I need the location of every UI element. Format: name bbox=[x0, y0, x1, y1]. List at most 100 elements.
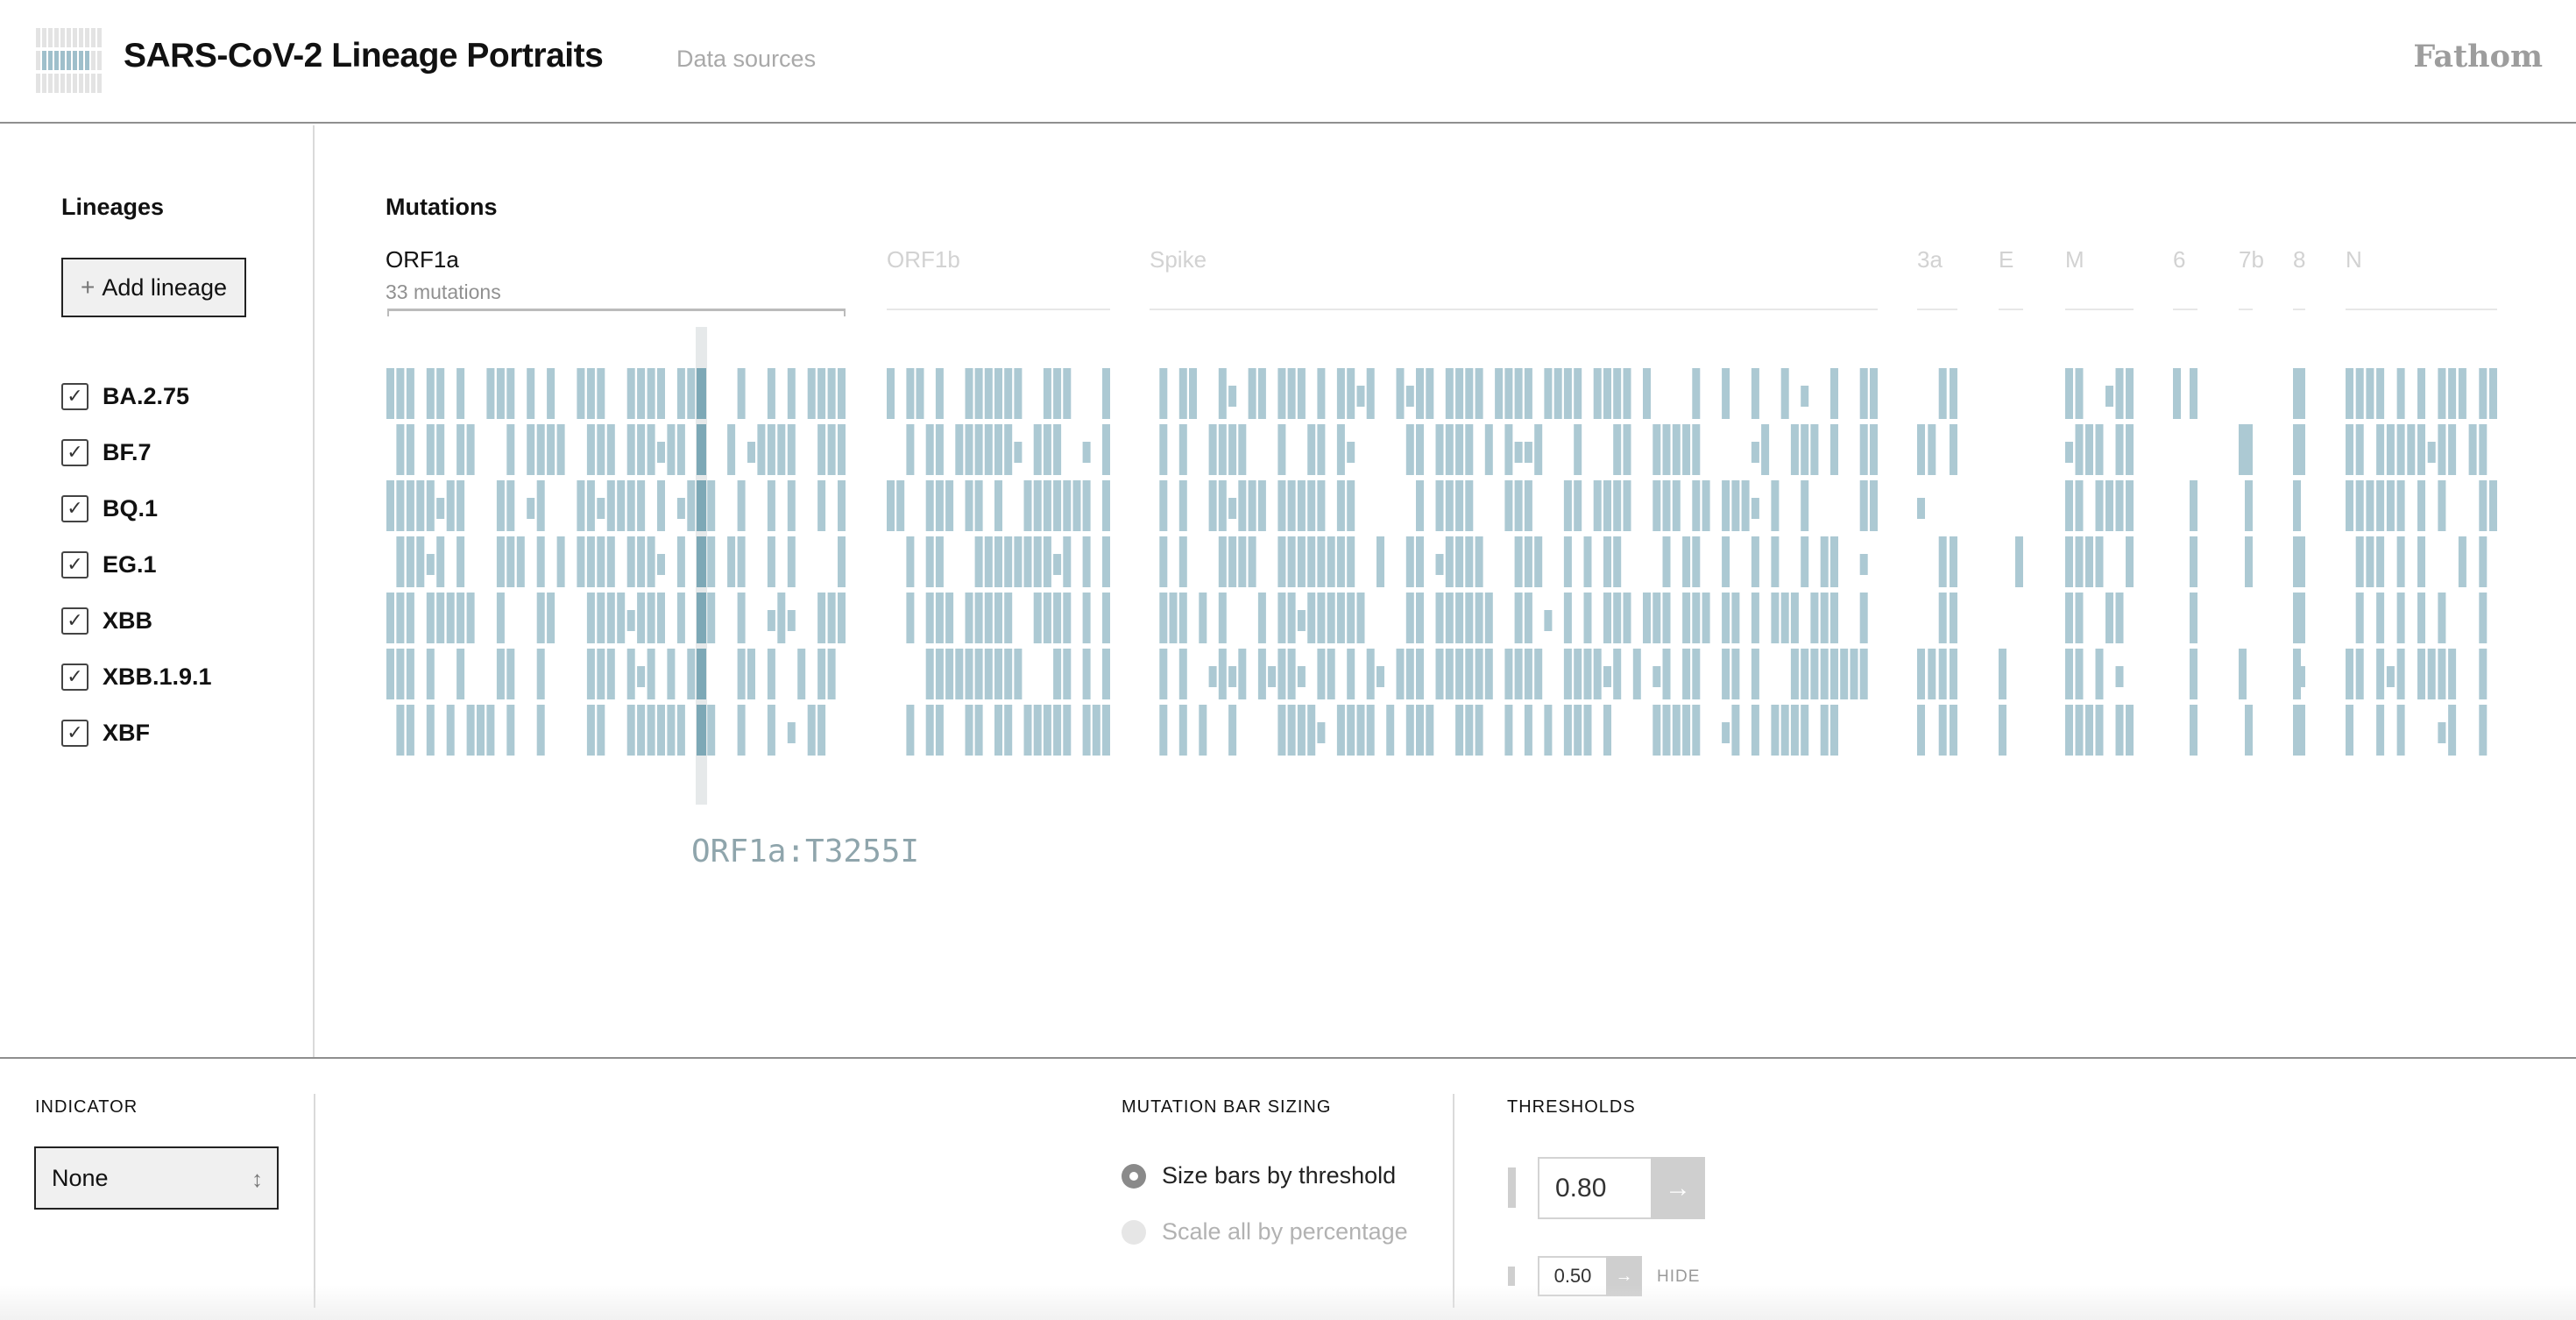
mutation-bar[interactable] bbox=[1830, 649, 1838, 699]
mutation-bar[interactable] bbox=[1159, 424, 1168, 475]
checkbox-checked-icon[interactable]: ✓ bbox=[61, 438, 88, 466]
mutation-bar[interactable] bbox=[1336, 480, 1345, 531]
mutation-bar[interactable] bbox=[386, 593, 394, 643]
mutation-bar[interactable] bbox=[1405, 386, 1414, 407]
mutation-bar[interactable] bbox=[935, 368, 944, 419]
mutation-bar[interactable] bbox=[1563, 368, 1572, 419]
mutation-bar[interactable] bbox=[1662, 480, 1671, 531]
mutation-bar[interactable] bbox=[687, 649, 696, 699]
mutation-bar[interactable] bbox=[466, 424, 475, 475]
mutation-bar[interactable] bbox=[477, 705, 485, 756]
mutation-bar[interactable] bbox=[1475, 649, 1483, 699]
mutation-bar[interactable] bbox=[984, 649, 993, 699]
mutation-bar[interactable] bbox=[657, 368, 665, 419]
mutation-bar[interactable] bbox=[1820, 593, 1829, 643]
mutation-bar[interactable] bbox=[1751, 536, 1759, 587]
mutation-bar[interactable] bbox=[1366, 705, 1375, 756]
mutation-bar[interactable] bbox=[527, 424, 535, 475]
mutation-bar[interactable] bbox=[1178, 536, 1187, 587]
mutation-bar[interactable] bbox=[2075, 536, 2084, 587]
mutation-bar[interactable] bbox=[597, 536, 605, 587]
mutation-bar[interactable] bbox=[1199, 593, 1207, 643]
mutation-bar[interactable] bbox=[1287, 480, 1296, 531]
mutation-bar[interactable] bbox=[1277, 649, 1286, 699]
mutation-bar[interactable] bbox=[1287, 368, 1296, 419]
mutation-bar[interactable] bbox=[647, 593, 655, 643]
mutation-bar[interactable] bbox=[586, 424, 595, 475]
mutation-bar[interactable] bbox=[1771, 593, 1780, 643]
mutation-bar[interactable] bbox=[386, 368, 394, 419]
mutation-bar[interactable] bbox=[586, 649, 595, 699]
mutation-bar[interactable] bbox=[2115, 368, 2124, 419]
mutation-bar[interactable] bbox=[1801, 705, 1809, 756]
mutation-bar[interactable] bbox=[586, 705, 595, 756]
mutation-bar[interactable] bbox=[406, 424, 414, 475]
mutation-bar[interactable] bbox=[1159, 705, 1168, 756]
mutation-bar[interactable] bbox=[1593, 368, 1602, 419]
mutation-bar[interactable] bbox=[2438, 424, 2446, 475]
mutation-bar[interactable] bbox=[446, 480, 455, 531]
mutation-bar[interactable] bbox=[2085, 705, 2093, 756]
mutation-bar[interactable] bbox=[2105, 593, 2113, 643]
mutation-bar[interactable] bbox=[787, 480, 796, 531]
mutation-bar[interactable] bbox=[1810, 593, 1819, 643]
mutation-bar[interactable] bbox=[1307, 593, 1316, 643]
mutation-bar[interactable] bbox=[1178, 649, 1187, 699]
mutation-bar[interactable] bbox=[1416, 368, 1424, 419]
mutation-bar[interactable] bbox=[807, 368, 816, 419]
mutation-bar[interactable] bbox=[506, 705, 515, 756]
mutation-bar[interactable] bbox=[965, 368, 973, 419]
mutation-bar[interactable] bbox=[1702, 480, 1710, 531]
gene-tab-e[interactable]: E bbox=[1999, 246, 2014, 273]
mutation-bar[interactable] bbox=[1999, 649, 2006, 699]
mutation-bar[interactable] bbox=[2479, 705, 2488, 756]
mutation-bar[interactable] bbox=[2448, 705, 2457, 756]
mutation-bar[interactable] bbox=[1297, 666, 1306, 687]
mutation-bar[interactable] bbox=[626, 649, 635, 699]
mutation-bar[interactable] bbox=[2396, 368, 2405, 419]
mutation-bar[interactable] bbox=[1652, 593, 1661, 643]
mutation-bar[interactable] bbox=[2095, 480, 2104, 531]
mutation-bar[interactable] bbox=[1593, 480, 1602, 531]
mutation-bar[interactable] bbox=[707, 536, 716, 587]
mutation-bar[interactable] bbox=[1435, 480, 1444, 531]
mutation-bar[interactable] bbox=[1159, 649, 1168, 699]
mutation-bar[interactable] bbox=[1178, 480, 1187, 531]
mutation-bar[interactable] bbox=[1613, 480, 1622, 531]
radio-unselected-icon[interactable] bbox=[1122, 1219, 1146, 1245]
mutation-bar[interactable] bbox=[1514, 480, 1523, 531]
mutation-bar[interactable] bbox=[1238, 424, 1247, 475]
mutation-bar[interactable] bbox=[2293, 593, 2301, 643]
mutation-bar[interactable] bbox=[1504, 368, 1513, 419]
mutation-bar[interactable] bbox=[935, 424, 944, 475]
gene-tab-orf1a[interactable]: ORF1a bbox=[386, 246, 459, 273]
mutation-bar[interactable] bbox=[1228, 498, 1237, 519]
mutation-bar[interactable] bbox=[1692, 368, 1701, 419]
mutation-bar[interactable] bbox=[1504, 649, 1513, 699]
mutation-bar[interactable] bbox=[2346, 424, 2353, 475]
mutation-bar[interactable] bbox=[536, 649, 545, 699]
mutation-bar[interactable] bbox=[1928, 424, 1936, 475]
mutation-bar[interactable] bbox=[2245, 705, 2253, 756]
mutation-bar[interactable] bbox=[827, 593, 836, 643]
mutation-bar[interactable] bbox=[1317, 424, 1326, 475]
mutation-bar[interactable] bbox=[1623, 480, 1631, 531]
mutation-bar[interactable] bbox=[1950, 593, 1957, 643]
mutation-bar[interactable] bbox=[1938, 536, 1947, 587]
mutation-bar[interactable] bbox=[647, 705, 655, 756]
mutation-bar[interactable] bbox=[737, 593, 746, 643]
mutation-bar[interactable] bbox=[386, 480, 394, 531]
mutation-bar[interactable] bbox=[1327, 593, 1335, 643]
mutation-bar[interactable] bbox=[1524, 593, 1532, 643]
mutation-bar[interactable] bbox=[1297, 610, 1306, 631]
mutation-bar[interactable] bbox=[1613, 368, 1622, 419]
mutation-bar[interactable] bbox=[577, 368, 585, 419]
arrow-right-icon[interactable]: → bbox=[1651, 1157, 1705, 1219]
mutation-bar[interactable] bbox=[1063, 536, 1072, 587]
mutation-bar[interactable] bbox=[838, 480, 846, 531]
mutation-bar[interactable] bbox=[1178, 368, 1187, 419]
mutation-bar[interactable] bbox=[817, 480, 826, 531]
mutation-bar[interactable] bbox=[2366, 536, 2374, 587]
mutation-bar[interactable] bbox=[2190, 705, 2197, 756]
mutation-bar[interactable] bbox=[1524, 536, 1532, 587]
